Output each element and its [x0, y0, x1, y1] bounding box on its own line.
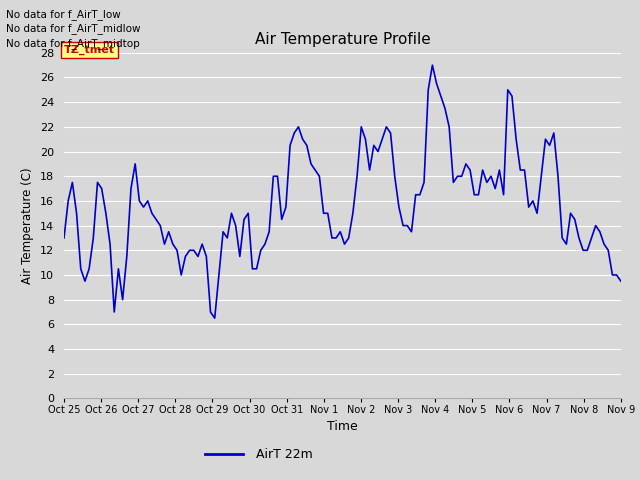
Text: TZ_tmet: TZ_tmet	[64, 45, 115, 55]
Y-axis label: Air Temperature (C): Air Temperature (C)	[22, 168, 35, 284]
Text: No data for f_AirT_midlow: No data for f_AirT_midlow	[6, 23, 141, 34]
Title: Air Temperature Profile: Air Temperature Profile	[255, 33, 430, 48]
Text: No data for f_AirT_low: No data for f_AirT_low	[6, 9, 121, 20]
X-axis label: Time: Time	[327, 420, 358, 432]
Text: No data for f_AirT_midtop: No data for f_AirT_midtop	[6, 37, 140, 48]
Text: AirT 22m: AirT 22m	[256, 447, 313, 461]
